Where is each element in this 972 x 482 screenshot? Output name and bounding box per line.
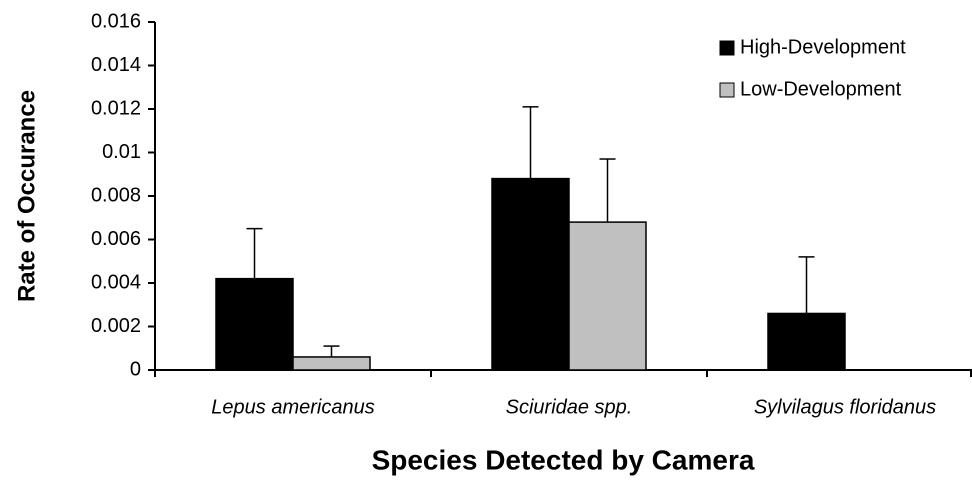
y-tick-label: 0.008 bbox=[91, 184, 141, 206]
y-tick-label: 0.012 bbox=[91, 97, 141, 119]
bar bbox=[491, 177, 570, 371]
x-axis-title: Species Detected by Camera bbox=[372, 444, 755, 475]
y-axis-title: Rate of Occurance bbox=[13, 90, 40, 302]
legend-label: High-Development bbox=[740, 36, 906, 58]
bar bbox=[292, 356, 371, 371]
y-tick-label: 0.016 bbox=[91, 10, 141, 32]
bar bbox=[215, 277, 294, 371]
legend-swatch bbox=[719, 40, 735, 56]
y-tick-label: 0.004 bbox=[91, 271, 141, 293]
y-tick-label: 0 bbox=[130, 358, 141, 380]
x-tick-label: Lepus americanus bbox=[211, 396, 374, 418]
legend-swatch bbox=[719, 82, 735, 98]
y-tick-label: 0.002 bbox=[91, 315, 141, 337]
legend-label: Low-Development bbox=[740, 78, 902, 100]
x-tick-label: Sciuridae spp. bbox=[506, 396, 633, 418]
x-tick-label: Sylvilagus floridanus bbox=[754, 396, 936, 418]
y-tick-label: 0.014 bbox=[91, 54, 141, 76]
y-tick-label: 0.01 bbox=[102, 141, 141, 163]
y-tick-label: 0.006 bbox=[91, 228, 141, 250]
bar bbox=[568, 221, 647, 371]
bar bbox=[767, 312, 846, 371]
